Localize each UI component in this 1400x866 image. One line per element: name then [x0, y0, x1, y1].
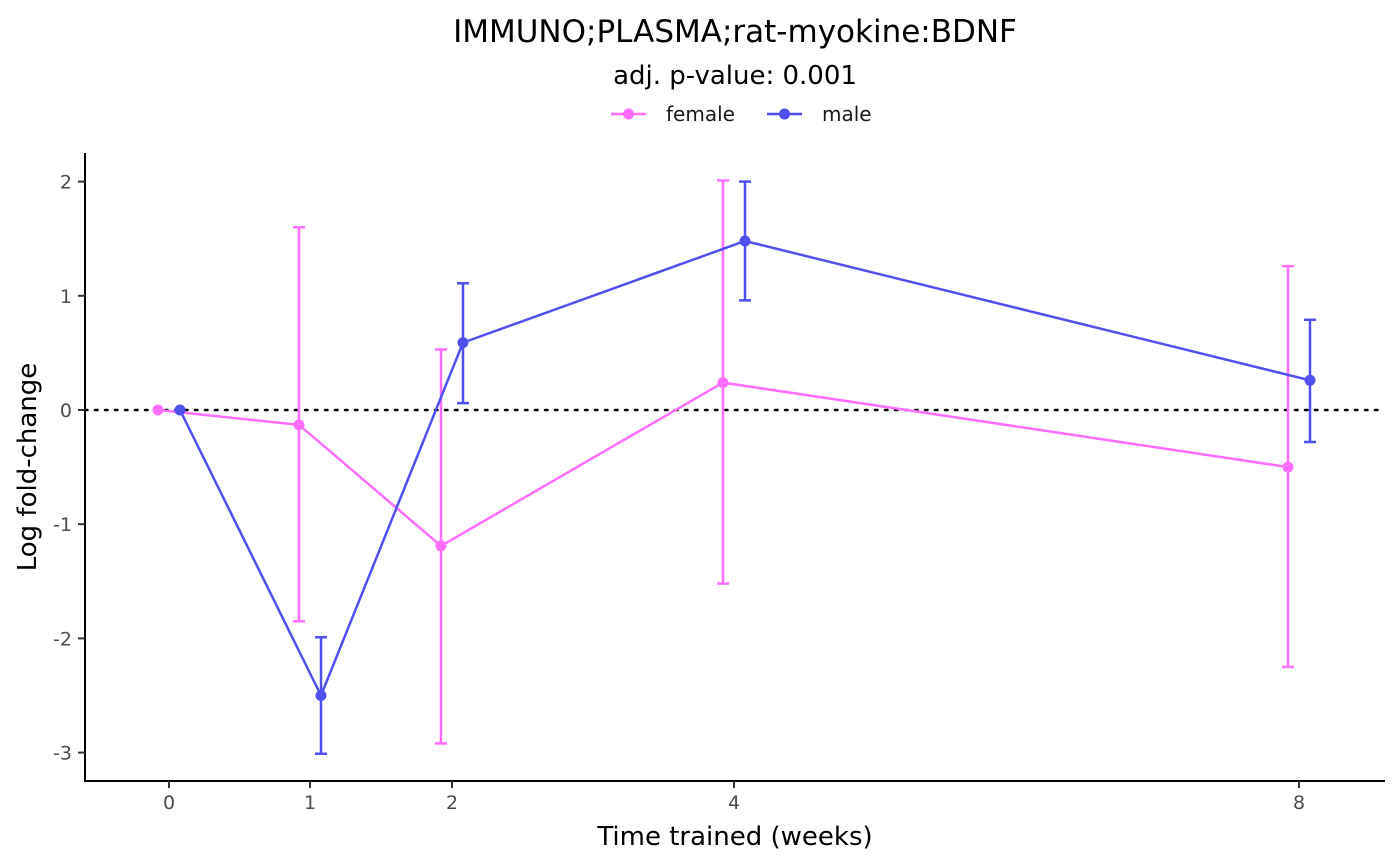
y-tick-label: -1 [53, 514, 72, 536]
data-point [152, 404, 164, 416]
data-point [739, 235, 751, 247]
data-point [717, 377, 729, 389]
x-tick-label: 1 [304, 792, 316, 814]
legend: female male [611, 102, 872, 126]
plot-area [83, 179, 1387, 755]
legend-entry-female: female [611, 102, 735, 126]
data-point [174, 404, 186, 416]
y-tick-label: 1 [60, 286, 72, 308]
y-tick-label: -3 [53, 743, 72, 765]
y-ticks: -3 -2 -1 0 1 2 [53, 172, 85, 765]
y-tick-label: 2 [60, 172, 72, 194]
chart-title: IMMUNO;PLASMA;rat-myokine:BDNF [453, 14, 1017, 50]
data-point [1304, 374, 1316, 386]
data-point [435, 540, 447, 552]
legend-label: female [666, 102, 735, 126]
x-tick-label: 2 [446, 792, 458, 814]
series-male [174, 180, 1316, 755]
legend-entry-male: male [767, 102, 872, 126]
chart-subtitle: adj. p-value: 0.001 [613, 61, 857, 91]
x-tick-label: 4 [728, 792, 740, 814]
x-axis-title: Time trained (weeks) [596, 822, 872, 852]
y-tick-label: -2 [53, 628, 72, 650]
series-female [152, 179, 1294, 745]
x-tick-label: 8 [1293, 792, 1305, 814]
x-ticks: 0 1 2 4 8 [163, 781, 1305, 814]
y-axis-title: Log fold-change [13, 363, 43, 572]
y-tick-label: 0 [60, 400, 72, 422]
data-point [457, 337, 469, 349]
legend-key-point [623, 108, 634, 120]
data-point [1282, 461, 1294, 473]
data-point [293, 419, 305, 431]
x-tick-label: 0 [163, 792, 175, 814]
data-point [315, 690, 327, 701]
legend-key-point [779, 108, 790, 120]
legend-label: male [822, 102, 872, 126]
